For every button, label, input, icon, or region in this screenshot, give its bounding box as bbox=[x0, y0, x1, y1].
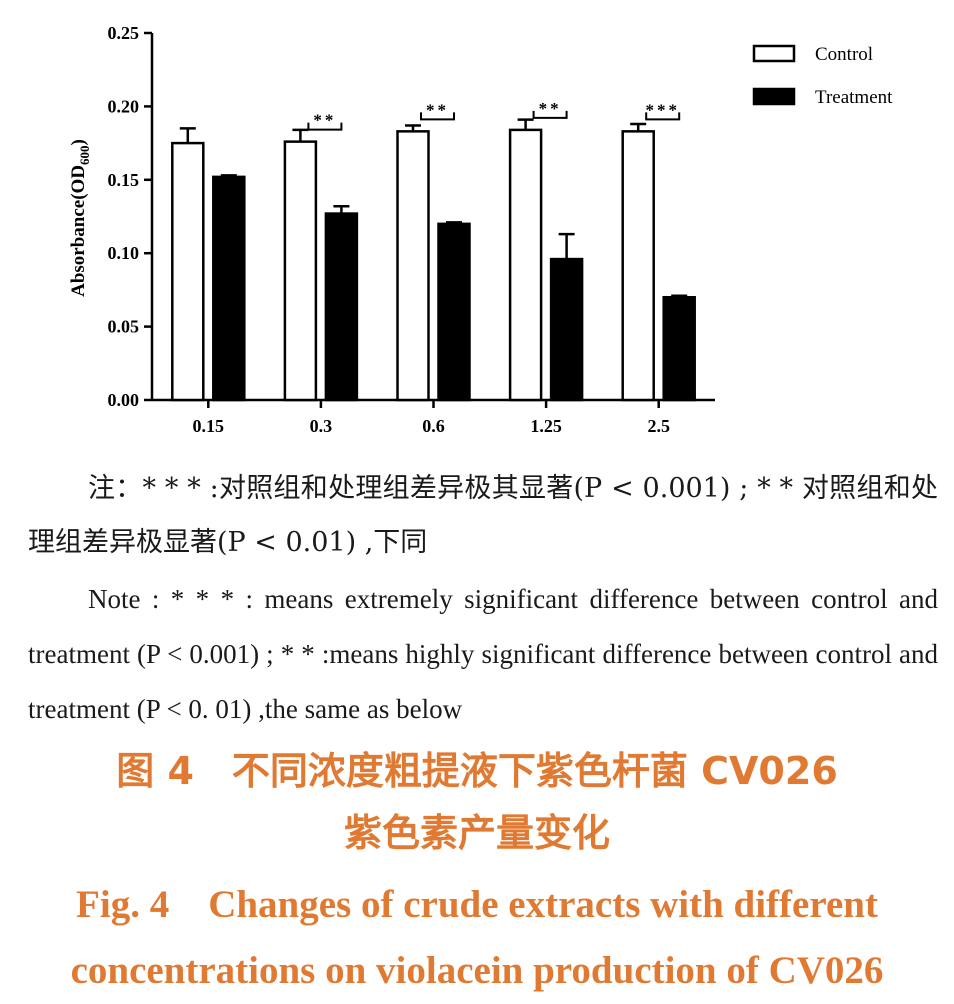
caption-zh-line1: 图 4 不同浓度粗提液下紫色杆菌 CV026 bbox=[116, 749, 838, 793]
figure-caption-chinese: 图 4 不同浓度粗提液下紫色杆菌 CV026 紫色素产量变化 bbox=[0, 740, 954, 864]
bar-control bbox=[621, 130, 655, 402]
significance-label: ** bbox=[539, 99, 562, 118]
significance-bracket bbox=[307, 122, 343, 131]
y-tick-label: 0.25 bbox=[108, 23, 140, 43]
bar-control bbox=[396, 130, 430, 402]
x-tick-label: 0.6 bbox=[422, 416, 445, 436]
significance-label: ** bbox=[426, 100, 449, 119]
legend-label-control: Control bbox=[815, 44, 873, 65]
bar-treatment bbox=[212, 175, 246, 402]
significance-label: ** bbox=[313, 111, 336, 130]
x-tick-label: 2.5 bbox=[647, 416, 670, 436]
legend-swatch-control bbox=[752, 44, 796, 63]
caption-en-line2: concentrations on violacein production o… bbox=[70, 949, 884, 992]
legend-label-treatment: Treatment bbox=[815, 87, 893, 108]
chart-legend: Control Treatment bbox=[752, 44, 893, 108]
y-tick-label: 0.10 bbox=[108, 243, 140, 263]
y-tick-label: 0.00 bbox=[108, 390, 140, 410]
y-tick-label: 0.15 bbox=[108, 170, 140, 190]
y-tick-label: 0.05 bbox=[108, 317, 140, 337]
chart-bars bbox=[171, 118, 696, 402]
significance-marks: **** ** *** bbox=[307, 99, 681, 131]
legend-swatch-treatment bbox=[752, 87, 796, 106]
y-tick-label: 0.20 bbox=[108, 96, 140, 116]
y-axis-label: Absorbance(OD600) bbox=[68, 139, 92, 297]
bar-control bbox=[283, 140, 318, 402]
significance-bracket bbox=[532, 110, 568, 119]
significance-label: *** bbox=[645, 100, 680, 119]
bar-control bbox=[508, 128, 543, 402]
x-tick-label: 0.3 bbox=[310, 416, 333, 436]
chart-axes: 0.00 0.05 0.10 0.15 0.20 0.25 0.15 0.3 0.6 1.25 2.… bbox=[108, 23, 715, 436]
bar-control bbox=[171, 141, 205, 402]
caption-zh-line2: 紫色素产量变化 bbox=[343, 811, 610, 855]
note-english: Note : * * * : means extremely significa… bbox=[28, 584, 938, 724]
significance-bracket bbox=[420, 112, 455, 121]
bar-treatment bbox=[324, 212, 359, 402]
caption-en-line1: Fig. 4 Changes of crude extracts with di… bbox=[76, 883, 878, 926]
bar-treatment bbox=[549, 257, 584, 402]
significance-bracket bbox=[645, 112, 681, 121]
x-tick-label: 0.15 bbox=[193, 416, 225, 436]
note-chinese: 注：* * * :对照组和处理组差异极其显著(P < 0.001) ; * * … bbox=[28, 473, 938, 558]
bar-treatment bbox=[437, 222, 471, 402]
x-tick-label: 1.25 bbox=[530, 416, 562, 436]
figure-caption-english: Fig. 4 Changes of crude extracts with di… bbox=[0, 872, 954, 1004]
bar-treatment bbox=[662, 295, 696, 402]
bar-chart: 0.00 0.05 0.10 0.15 0.20 0.25 0.15 0.3 0.6 1.25 2.… bbox=[68, 23, 893, 436]
